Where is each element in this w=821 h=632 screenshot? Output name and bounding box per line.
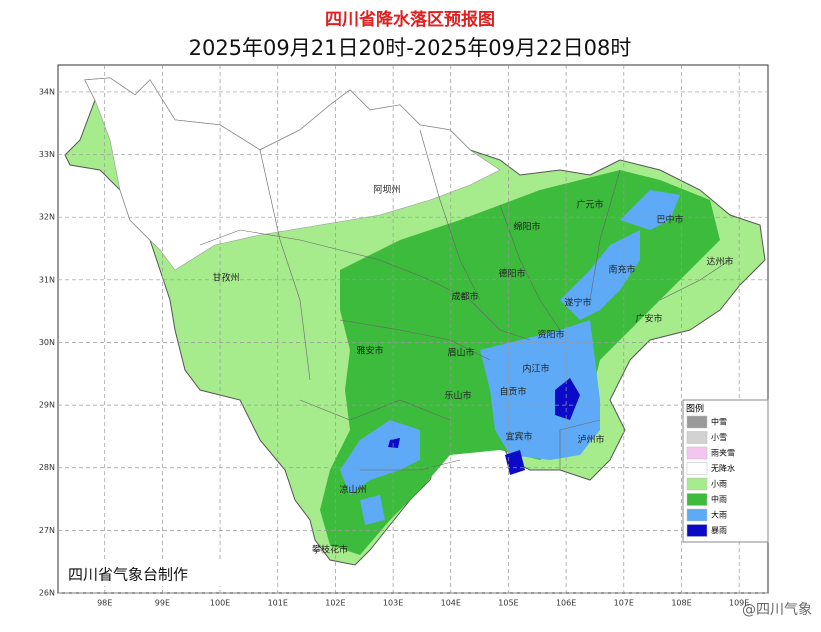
legend-swatch — [686, 446, 708, 460]
city-label: 凉山州 — [339, 484, 366, 496]
grid — [58, 65, 768, 594]
city-label: 遂宁市 — [564, 297, 591, 309]
lat-tick-label: 30N — [39, 338, 55, 347]
lat-tick-label: 34N — [39, 87, 55, 96]
city-label: 眉山市 — [447, 347, 474, 359]
legend-swatch — [686, 508, 708, 522]
city-label: 阿坝州 — [373, 185, 400, 196]
city-label: 乐山市 — [444, 390, 471, 402]
lon-tick-label: 101E — [268, 599, 288, 608]
legend-swatch — [686, 415, 708, 429]
legend-title: 图例 — [686, 403, 704, 415]
heavy-rain-area — [340, 190, 680, 525]
lon-tick-label: 102E — [325, 599, 345, 608]
title: 四川省降水落区预报图 — [325, 9, 495, 30]
city-label: 广元市 — [576, 199, 603, 211]
city-label: 资阳市 — [537, 329, 564, 341]
lat-tick-label: 31N — [39, 275, 55, 284]
city-label: 宜宾市 — [505, 431, 532, 443]
legend-label: 暴雨 — [711, 526, 727, 535]
city-label: 自贡市 — [499, 386, 526, 398]
city-label: 绵阳市 — [513, 221, 540, 233]
region — [64, 77, 766, 566]
city-label: 成都市 — [451, 291, 478, 303]
legend-label: 中雪 — [711, 417, 727, 427]
legend-swatch — [686, 524, 708, 537]
subtitle: 2025年09月21日20时-2025年09月22日08时 — [189, 36, 632, 60]
lon-tick-label: 108E — [671, 599, 691, 608]
city-label: 广安市 — [635, 313, 662, 325]
credit: 四川省气象台制作 — [68, 566, 188, 584]
lon-tick-label: 103E — [383, 599, 403, 608]
city-label: 甘孜州 — [212, 272, 239, 284]
legend-label: 雨夹雪 — [711, 448, 735, 458]
lat-tick-label: 29N — [39, 401, 55, 410]
legend-label: 中雨 — [711, 494, 727, 504]
lat-tick-label: 27N — [39, 526, 55, 535]
lon-tick-label: 106E — [556, 599, 576, 608]
lat-tick-label: 32N — [39, 213, 55, 222]
city-label: 达州市 — [706, 256, 733, 268]
legend-label: 大雨 — [711, 510, 727, 520]
lon-tick-label: 109E — [729, 599, 749, 608]
rainstorm-area — [388, 378, 580, 475]
lat-tick-label: 28N — [39, 463, 55, 472]
city-label: 雅安市 — [356, 345, 383, 357]
lon-tick-label: 98E — [97, 599, 112, 608]
city-label: 巴中市 — [656, 214, 683, 226]
city-label: 内江市 — [522, 363, 549, 375]
city-label: 攀枝花市 — [312, 544, 348, 556]
lon-tick-label: 107E — [614, 599, 634, 608]
credit-box — [62, 562, 227, 586]
lon-tick-label: 100E — [210, 599, 230, 608]
lat-tick-label: 33N — [39, 150, 55, 159]
legend-swatch — [686, 431, 708, 444]
lon-tick-label: 99E — [155, 599, 170, 608]
legend-swatch — [686, 462, 708, 475]
legend-swatch — [686, 493, 708, 506]
legend-swatch — [686, 477, 708, 491]
legend-label: 小雨 — [711, 480, 727, 489]
watermark: @四川气象 — [742, 602, 812, 618]
legend-label: 无降水 — [711, 463, 735, 473]
lat-tick-label: 26N — [39, 589, 55, 598]
no-rain-area — [84, 77, 501, 271]
city-label: 德阳市 — [498, 268, 525, 280]
lon-tick-label: 105E — [498, 599, 518, 608]
lon-tick-label: 104E — [441, 599, 461, 608]
legend-label: 小雪 — [711, 433, 727, 442]
city-label: 泸州市 — [577, 434, 604, 446]
city-label: 南充市 — [608, 264, 635, 276]
